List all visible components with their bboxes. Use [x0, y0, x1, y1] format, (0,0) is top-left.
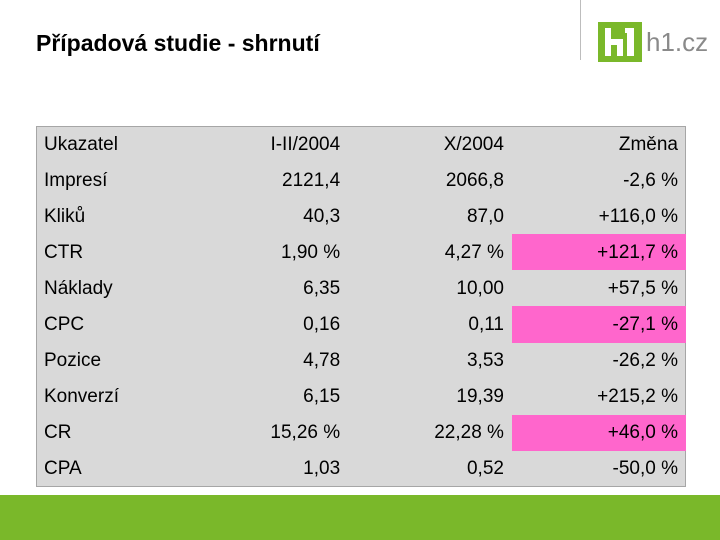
- row-label: CTR: [44, 241, 84, 263]
- value-period-2: 0,11: [468, 314, 504, 336]
- h1-logo: h1.cz: [598, 22, 708, 62]
- row-label: Pozice: [44, 350, 102, 372]
- row-label: Impresí: [44, 169, 108, 191]
- logo-divider: [580, 0, 581, 60]
- value-period-1: 6,35: [303, 277, 341, 299]
- table-row: Konverzí 6,15 19,39 +215,2 %: [36, 379, 686, 415]
- change-value: +46,0 %: [511, 414, 686, 451]
- value-period-2: 19,39: [456, 386, 504, 408]
- value-period-2: 87,0: [466, 205, 504, 227]
- change-value: +116,0 %: [598, 205, 678, 227]
- table-row: Pozice 4,78 3,53 -26,2 %: [36, 343, 686, 379]
- table-row: CTR 1,90 % 4,27 % +121,7 %: [36, 234, 686, 271]
- value-period-2: 2066,8: [445, 169, 504, 191]
- footer-bar: [0, 495, 720, 540]
- value-period-2: 10,00: [456, 277, 504, 299]
- table-row: CPA 1,03 0,52 -50,0 %: [36, 451, 686, 487]
- value-period-1: 15,26 %: [270, 422, 341, 444]
- row-label: Konverzí: [44, 386, 119, 408]
- value-period-2: 22,28 %: [434, 422, 504, 444]
- value-period-2: 0,52: [466, 458, 504, 480]
- value-period-1: 40,3: [303, 205, 341, 227]
- value-period-2: 4,27 %: [444, 241, 504, 263]
- change-value: +57,5 %: [607, 277, 678, 299]
- value-period-1: 2121,4: [282, 169, 341, 191]
- change-value: +121,7 %: [511, 234, 686, 271]
- table-header-row: Ukazatel I-II/2004 X/2004 Změna: [36, 126, 686, 162]
- header-cell: Změna: [618, 133, 678, 155]
- row-label: Kliků: [44, 205, 86, 227]
- value-period-2: 3,53: [466, 350, 504, 372]
- h1-logo-icon: [598, 22, 642, 62]
- row-label: Náklady: [44, 277, 113, 299]
- table-row: CR 15,26 % 22,28 % +46,0 %: [36, 414, 686, 451]
- table-row: Kliků 40,3 87,0 +116,0 %: [36, 198, 686, 234]
- change-value: -2,6 %: [623, 169, 678, 191]
- change-value: -26,2 %: [612, 350, 678, 372]
- value-period-1: 4,78: [303, 350, 341, 372]
- header-cell: X/2004: [443, 133, 504, 155]
- table-row: CPC 0,16 0,11 -27,1 %: [36, 306, 686, 343]
- header-cell: I-II/2004: [270, 133, 341, 155]
- table-row: Impresí 2121,4 2066,8 -2,6 %: [36, 162, 686, 198]
- table-row: Náklady 6,35 10,00 +57,5 %: [36, 270, 686, 306]
- row-label: CPA: [44, 458, 82, 480]
- slide-title: Případová studie - shrnutí: [36, 30, 320, 56]
- change-value: +215,2 %: [597, 386, 678, 408]
- row-label: CR: [44, 422, 72, 444]
- value-period-1: 0,16: [303, 314, 341, 336]
- value-period-1: 1,90 %: [281, 241, 341, 263]
- value-period-1: 1,03: [303, 458, 341, 480]
- logo-text: h1.cz: [646, 26, 709, 57]
- header-cell: Ukazatel: [44, 133, 118, 155]
- value-period-1: 6,15: [303, 386, 341, 408]
- summary-table: Ukazatel I-II/2004 X/2004 Změna Impresí 2…: [36, 126, 686, 487]
- change-value: -50,0 %: [612, 458, 678, 480]
- row-label: CPC: [44, 314, 85, 336]
- change-value: -27,1 %: [511, 306, 686, 343]
